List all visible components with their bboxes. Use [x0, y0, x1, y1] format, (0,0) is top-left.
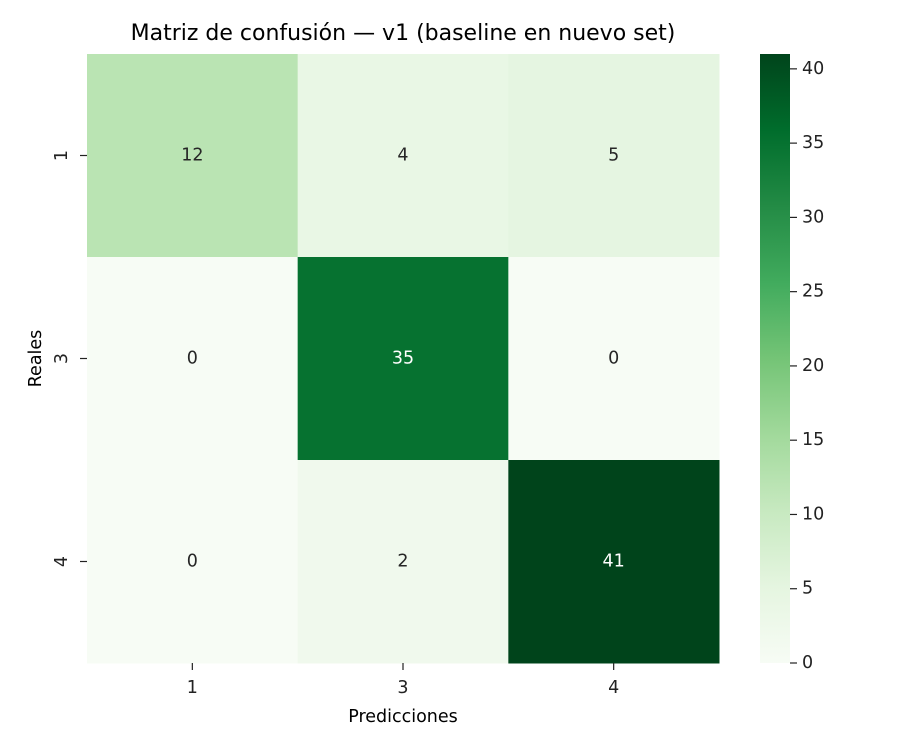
heatmap-cell-r2-c2	[508, 460, 720, 664]
chart-title: Matriz de confusión — v1 (baseline en nu…	[131, 21, 676, 46]
colorbar-gradient	[760, 54, 790, 663]
colorbar-tick-label-8: 40	[802, 59, 824, 79]
y-tick-label-0: 1	[52, 150, 72, 161]
y-tick-label-2: 4	[52, 556, 72, 567]
heatmap-cell-r1-c0	[87, 257, 299, 461]
cell-value-r1-c0: 0	[187, 349, 198, 369]
colorbar-tick-label-2: 10	[802, 504, 824, 524]
colorbar-tick-label-3: 15	[802, 430, 824, 450]
colorbar-tick-label-4: 20	[802, 356, 824, 376]
heatmap-cell-r0-c0	[87, 54, 299, 258]
y-axis-label: Reales	[26, 330, 46, 388]
colorbar-tick-label-5: 25	[802, 282, 824, 302]
cell-labels: 12 4 5 0 35 0 0 2 41	[181, 146, 625, 572]
x-tick-label-1: 3	[397, 678, 408, 698]
x-axis-label: Predicciones	[348, 707, 458, 727]
colorbar-tick-label-6: 30	[802, 207, 824, 227]
heatmap-cell-r0-c2	[508, 54, 720, 258]
cell-value-r2-c0: 0	[187, 552, 198, 572]
heatmap-cell-r0-c1	[297, 54, 509, 258]
colorbar-tick-label-7: 35	[802, 133, 824, 153]
heatmap-cell-r1-c1	[297, 257, 509, 461]
cell-value-r1-c2: 0	[608, 349, 619, 369]
cell-value-r2-c2: 41	[603, 552, 625, 572]
cell-value-r0-c1: 4	[397, 146, 408, 166]
cell-value-r0-c2: 5	[608, 146, 619, 166]
y-tick-label-1: 3	[52, 353, 72, 364]
colorbar-tick-label-0: 0	[802, 653, 813, 673]
y-axis: 1 3 4	[52, 150, 87, 567]
x-tick-label-0: 1	[187, 678, 198, 698]
heatmap-cell-r1-c2	[508, 257, 720, 461]
heatmap-cell-r2-c1	[297, 460, 509, 664]
heatmap-cell-r2-c0	[87, 460, 299, 664]
colorbar-tick-label-1: 5	[802, 579, 813, 599]
x-axis: 1 3 4	[187, 663, 619, 698]
cell-value-r0-c0: 12	[181, 146, 203, 166]
cell-value-r1-c1: 35	[392, 349, 414, 369]
heatmap-cells	[87, 54, 720, 664]
x-tick-label-2: 4	[608, 678, 619, 698]
colorbar: 0 5 10 15 20 25 30 35 40	[760, 54, 824, 673]
cell-value-r2-c1: 2	[397, 552, 408, 572]
